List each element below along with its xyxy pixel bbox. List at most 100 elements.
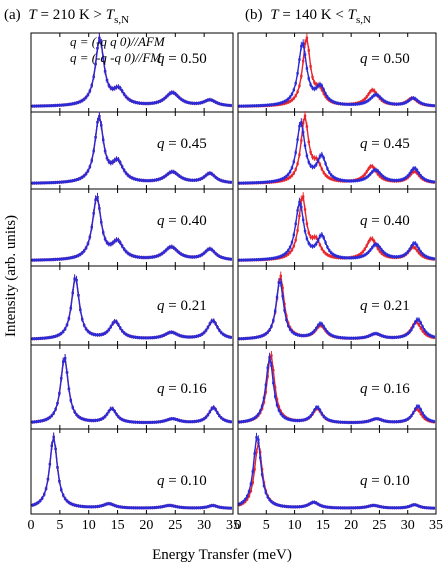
- point-fm: [42, 336, 46, 340]
- point-fm: [79, 416, 82, 420]
- point-fm: [341, 256, 344, 259]
- point-fm: [220, 416, 223, 420]
- point-fm: [54, 408, 57, 411]
- point-fm: [180, 98, 183, 101]
- point-fm: [346, 179, 350, 183]
- point-fm: [363, 253, 366, 257]
- point-fm: [287, 324, 290, 327]
- point-fm: [39, 104, 42, 108]
- point-afm: [361, 250, 365, 253]
- point-fm: [393, 420, 396, 424]
- point-fm: [339, 255, 342, 259]
- point-fm: [315, 242, 318, 245]
- point-fm: [191, 420, 194, 423]
- point-afm: [357, 253, 361, 257]
- point-fm: [69, 256, 73, 260]
- point-fm: [134, 178, 137, 181]
- point-fm: [176, 418, 179, 422]
- point-fm: [82, 249, 86, 253]
- point-afm: [359, 100, 363, 103]
- point-afm: [417, 409, 421, 412]
- point-fm: [102, 138, 105, 141]
- point-fm: [153, 255, 156, 258]
- point-afm: [296, 90, 299, 94]
- point-fm: [164, 419, 168, 422]
- point-fm: [187, 255, 191, 258]
- point-fm: [126, 252, 130, 255]
- point-fm: [318, 155, 322, 158]
- point-fm: [257, 258, 260, 261]
- panels-group: q = 0.50q = 0.45q = 0.40q = 0.21q = 0.16…: [28, 32, 443, 533]
- point-fm: [395, 179, 398, 182]
- point-fm: [223, 419, 227, 422]
- point-fm: [145, 336, 149, 340]
- point-fm: [287, 173, 290, 176]
- point-fm: [307, 77, 310, 80]
- point-fm: [208, 504, 212, 508]
- point-fm: [111, 160, 114, 164]
- point-fm: [60, 257, 63, 261]
- point-fm: [103, 149, 107, 153]
- point-afm: [371, 88, 374, 92]
- point-fm: [63, 103, 67, 107]
- point-fm: [56, 104, 59, 107]
- point-fm: [389, 178, 393, 182]
- point-fm: [90, 419, 93, 422]
- point-fm: [46, 258, 50, 261]
- panel-a-q0.4: q = 0.40: [30, 188, 234, 267]
- point-fm: [356, 102, 359, 106]
- point-fm: [369, 172, 372, 176]
- point-fm: [41, 181, 44, 185]
- point-fm: [185, 506, 189, 509]
- point-fm: [253, 258, 256, 261]
- point-fm: [275, 102, 279, 106]
- point-fm: [151, 255, 154, 259]
- point-fm: [298, 419, 301, 422]
- point-fm: [395, 336, 398, 339]
- point-fm: [81, 505, 84, 508]
- point-fm: [71, 406, 74, 409]
- point-fm: [98, 115, 101, 118]
- point-fm: [52, 104, 55, 107]
- point-fm: [161, 505, 164, 508]
- point-fm: [162, 175, 166, 179]
- point-fm: [427, 332, 430, 336]
- point-fm: [404, 333, 408, 337]
- point-fm: [141, 336, 145, 340]
- point-fm: [311, 412, 314, 415]
- point-afm: [301, 122, 305, 125]
- point-fm: [218, 414, 221, 417]
- point-fm: [75, 101, 78, 105]
- point-fm: [238, 104, 241, 108]
- point-fm: [259, 104, 262, 107]
- point-fm: [54, 258, 57, 261]
- point-fm: [136, 178, 139, 181]
- point-fm: [201, 176, 204, 180]
- point-fm: [193, 255, 196, 259]
- point-fm: [121, 165, 124, 169]
- point-fm: [227, 335, 231, 339]
- point-fm: [218, 255, 221, 258]
- point-fm: [264, 257, 268, 261]
- point-fm: [305, 417, 309, 421]
- point-fm: [385, 177, 389, 181]
- point-fm: [262, 258, 266, 261]
- point-fm: [168, 417, 172, 421]
- point-fm: [96, 196, 99, 199]
- point-fm: [35, 502, 38, 505]
- point-fm: [329, 99, 333, 102]
- point-fm: [52, 181, 55, 184]
- point-fm: [84, 172, 88, 175]
- point-fm: [221, 179, 225, 183]
- point-fm: [229, 257, 233, 261]
- point-afm: [244, 500, 247, 503]
- point-fm: [361, 254, 365, 258]
- point-fm: [63, 257, 67, 260]
- point-fm: [50, 444, 53, 447]
- point-fm: [62, 330, 65, 333]
- point-fm: [119, 417, 122, 420]
- point-fm: [326, 418, 329, 421]
- point-fm: [346, 256, 350, 260]
- point-fm: [157, 254, 160, 257]
- point-fm: [117, 239, 120, 242]
